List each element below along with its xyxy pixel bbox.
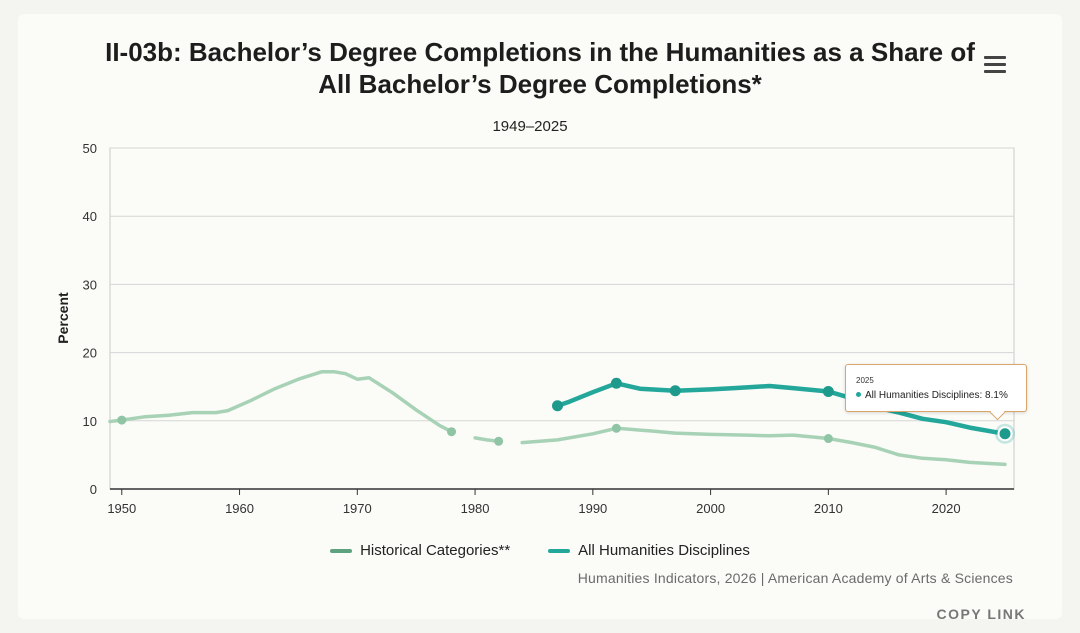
data-point[interactable] xyxy=(669,385,681,397)
legend-swatch-historical xyxy=(330,548,353,553)
highlighted-data-point[interactable] xyxy=(997,426,1013,442)
data-point[interactable] xyxy=(552,400,563,412)
x-tick-label: 2020 xyxy=(932,501,961,516)
y-tick-label: 30 xyxy=(83,277,97,292)
x-tick-label: 1960 xyxy=(225,501,254,516)
x-tick-label: 1980 xyxy=(461,501,490,516)
x-axis-ticks: 1950 1960 1970 1980 1990 2000 2010 2020 xyxy=(107,489,961,516)
y-tick-label: 10 xyxy=(83,414,97,429)
data-point[interactable] xyxy=(610,377,622,389)
legend-swatch-all-humanities xyxy=(548,548,571,553)
data-point[interactable] xyxy=(822,385,834,397)
series-all-humanities xyxy=(552,377,1015,444)
y-tick-label: 40 xyxy=(83,209,97,224)
chart-credits[interactable]: Humanities Indicators, 2026 | American A… xyxy=(577,570,1013,586)
y-axis-ticks: 0 10 20 30 40 50 xyxy=(83,141,97,497)
data-tooltip: 2025 All Humanities Disciplines: 8.1% xyxy=(845,364,1027,421)
x-tick-label: 2000 xyxy=(696,501,725,516)
data-point[interactable] xyxy=(611,423,621,433)
series-layer xyxy=(108,369,1015,467)
x-tick-label: 2010 xyxy=(814,501,843,516)
data-point[interactable] xyxy=(823,434,833,444)
y-tick-label: 50 xyxy=(83,141,97,156)
legend-label-historical: Historical Categories** xyxy=(360,542,511,559)
data-point[interactable] xyxy=(447,427,457,437)
data-point[interactable] xyxy=(494,436,504,446)
chart-legend: Historical Categories** All Humanities D… xyxy=(0,542,1080,559)
legend-item-all-humanities[interactable]: All Humanities Disciplines xyxy=(548,542,750,559)
tooltip-year: 2025 xyxy=(856,376,874,385)
y-axis-label: Percent xyxy=(55,292,71,344)
series-line-segment xyxy=(520,426,1007,467)
chart-card xyxy=(18,14,1062,619)
legend-label-all-humanities: All Humanities Disciplines xyxy=(578,542,750,559)
copy-link-button[interactable]: COPY LINK xyxy=(936,606,1026,622)
series-historical-categories xyxy=(108,369,1007,467)
chart-subtitle: 1949–2025 xyxy=(492,118,568,135)
hamburger-menu-icon[interactable] xyxy=(984,56,1006,76)
data-point[interactable] xyxy=(117,415,127,425)
tooltip-text: All Humanities Disciplines: 8.1% xyxy=(865,390,1008,401)
grid-lines xyxy=(109,147,1015,490)
x-tick-label: 1970 xyxy=(343,501,372,516)
x-tick-label: 1990 xyxy=(578,501,607,516)
tooltip-dot-icon xyxy=(856,392,861,397)
chart-title-line-1: II-03b: Bachelor’s Degree Completions in… xyxy=(105,37,975,67)
chart-title: II-03b: Bachelor’s Degree Completions in… xyxy=(0,36,1080,100)
x-tick-label: 1950 xyxy=(107,501,136,516)
series-line-segment xyxy=(108,369,454,434)
legend-item-historical[interactable]: Historical Categories** xyxy=(330,542,510,559)
chart-title-line-2: All Bachelor’s Degree Completions* xyxy=(318,69,762,99)
y-tick-label: 0 xyxy=(90,482,97,497)
y-tick-label: 20 xyxy=(83,346,97,361)
